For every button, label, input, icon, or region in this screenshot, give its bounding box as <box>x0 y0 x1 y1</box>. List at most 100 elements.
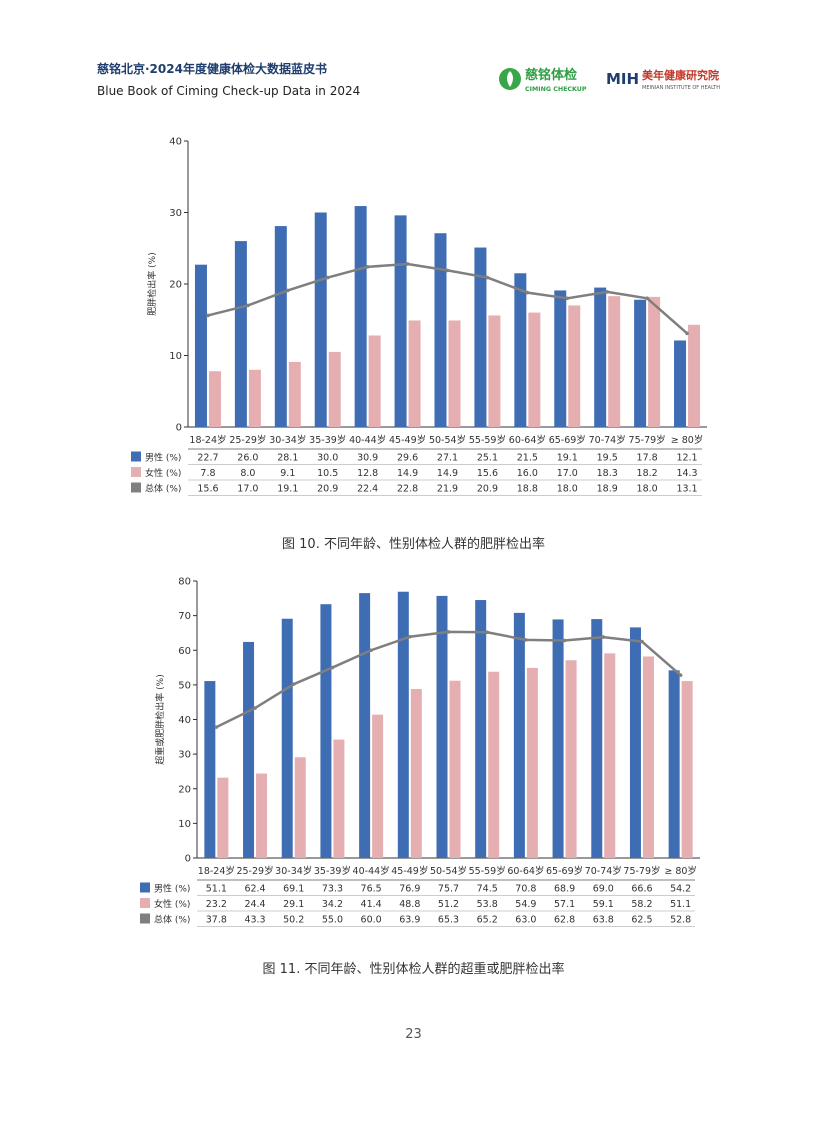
table-value-cell: 23.2 <box>206 899 227 910</box>
female-bar <box>449 680 461 858</box>
total-point <box>405 262 410 266</box>
x-category-label: 35-39岁 <box>314 865 351 877</box>
female-bar <box>568 305 581 427</box>
total-point <box>291 682 296 686</box>
female-bar <box>604 653 616 858</box>
x-category-label: 70-74岁 <box>589 434 626 446</box>
total-point <box>565 296 570 301</box>
male-bar <box>594 287 607 427</box>
table-value-cell: 69.0 <box>593 884 614 895</box>
total-point <box>286 288 290 293</box>
report-title-en: Blue Book of Ciming Check-up Data in 202… <box>97 84 361 98</box>
y-axis-title: 超重或肥胖检出率 (%) <box>154 674 166 764</box>
table-value-cell: 70.8 <box>515 884 536 895</box>
ciming-logo-text-en: CIMING CHECKUP <box>525 86 587 93</box>
table-value-cell: 24.4 <box>244 899 265 910</box>
female-bar <box>642 656 654 858</box>
table-value-cell: 30.9 <box>357 453 378 464</box>
table-value-cell: 62.8 <box>554 915 575 926</box>
y-tick-label: 60 <box>178 646 191 657</box>
table-value-cell: 19.5 <box>597 453 618 464</box>
ciming-logo-leaf-icon <box>507 71 513 87</box>
x-category-label: 65-69岁 <box>549 434 586 446</box>
y-tick-label: 80 <box>178 577 191 588</box>
table-value-cell: 27.1 <box>437 453 458 464</box>
y-tick-label: 70 <box>178 611 191 622</box>
mih-mark: MIH <box>606 70 639 88</box>
table-value-cell: 63.0 <box>515 915 536 926</box>
meinian-logo-text-en: MEINIAN INSTITUTE OF HEALTH <box>642 85 720 91</box>
total-point <box>685 331 689 336</box>
male-bar <box>674 340 687 427</box>
table-value-cell: 63.8 <box>593 915 614 926</box>
total-point <box>365 265 370 269</box>
table-value-cell: 62.4 <box>244 884 265 895</box>
total-point <box>485 630 489 635</box>
table-value-cell: 43.3 <box>244 915 265 926</box>
table-value-cell: 75.7 <box>438 884 459 895</box>
table-value-cell: 15.6 <box>197 484 218 495</box>
table-value-cell: 51.1 <box>670 899 691 910</box>
x-category-label: 75-79岁 <box>623 865 660 877</box>
x-category-label: 25-29岁 <box>236 865 273 877</box>
x-category-label: 18-24岁 <box>198 865 235 877</box>
table-value-cell: 21.5 <box>517 453 538 464</box>
female-bar <box>256 773 268 858</box>
table-value-cell: 22.8 <box>397 484 418 495</box>
table-value-cell: 68.9 <box>554 884 575 895</box>
female-bar <box>368 335 381 427</box>
table-value-cell: 54.9 <box>515 899 536 910</box>
table-value-cell: 58.2 <box>631 899 652 910</box>
table-value-cell: 22.4 <box>357 484 378 495</box>
male-bar <box>634 299 647 427</box>
table-value-cell: 18.3 <box>597 468 618 479</box>
table-value-cell: 22.7 <box>197 453 218 464</box>
male-bar <box>320 604 332 858</box>
x-category-label: 50-54岁 <box>430 865 467 877</box>
table-value-cell: 16.0 <box>517 468 538 479</box>
y-tick-label: 40 <box>169 137 182 148</box>
table-value-cell: 12.8 <box>357 468 378 479</box>
female-bar <box>488 315 501 427</box>
table-value-cell: 10.5 <box>317 468 338 479</box>
table-value-cell: 59.1 <box>593 899 614 910</box>
male-bar <box>243 641 255 858</box>
legend-label: 男性 (%) <box>145 452 181 464</box>
ciming-checkup-logo: 慈铭体检 CIMING CHECKUP <box>499 67 587 93</box>
table-value-cell: 17.0 <box>557 468 578 479</box>
total-point <box>408 634 412 639</box>
total-point <box>640 639 644 644</box>
female-bar <box>333 739 345 858</box>
table-value-cell: 25.1 <box>477 453 498 464</box>
male-bar <box>554 290 567 427</box>
total-point <box>330 665 335 670</box>
total-point <box>206 313 210 318</box>
table-value-cell: 14.3 <box>676 468 697 479</box>
table-value-cell: 18.9 <box>597 484 618 495</box>
legend-swatch <box>140 898 150 908</box>
table-value-cell: 76.9 <box>399 884 420 895</box>
female-bar <box>248 369 261 427</box>
table-value-cell: 18.0 <box>637 484 658 495</box>
total-point <box>325 275 330 280</box>
table-value-cell: 20.9 <box>317 484 338 495</box>
total-point <box>605 290 609 294</box>
y-tick-label: 50 <box>178 680 191 691</box>
total-point <box>369 648 373 653</box>
table-value-cell: 13.1 <box>676 484 697 495</box>
y-tick-label: 40 <box>178 715 191 726</box>
table-value-cell: 30.0 <box>317 453 338 464</box>
y-tick-label: 10 <box>178 819 191 830</box>
table-value-cell: 14.9 <box>437 468 458 479</box>
total-point <box>446 630 451 634</box>
table-value-cell: 76.5 <box>361 884 382 895</box>
male-bar <box>514 273 527 427</box>
table-value-cell: 9.1 <box>280 468 295 479</box>
male-bar <box>434 233 447 427</box>
x-category-label: 35-39岁 <box>309 434 346 446</box>
table-value-cell: 55.0 <box>322 915 343 926</box>
male-bar <box>552 619 564 858</box>
male-bar <box>354 206 367 427</box>
female-bar <box>294 757 306 858</box>
table-value-cell: 29.6 <box>397 453 418 464</box>
